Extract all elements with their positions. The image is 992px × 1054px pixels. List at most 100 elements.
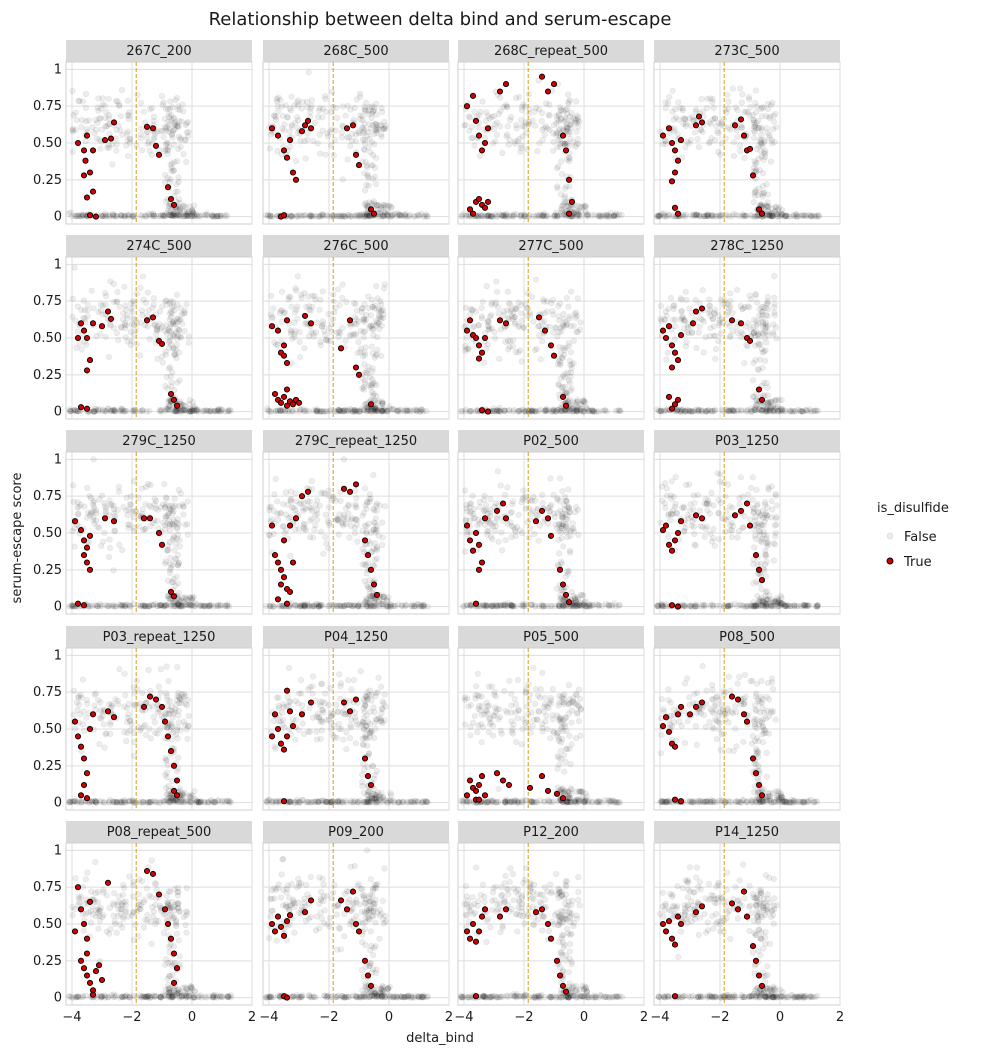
- true-point: [469, 547, 477, 554]
- false-point: [360, 386, 368, 393]
- false-point: [168, 116, 175, 123]
- false-point: [213, 213, 221, 220]
- false-point: [544, 125, 551, 132]
- false-point: [762, 357, 769, 365]
- true-point: [164, 184, 172, 191]
- false-point: [741, 360, 748, 367]
- false-point: [119, 546, 126, 554]
- false-point: [373, 124, 380, 131]
- facet-panel: 268C_repeat_500: [457, 40, 645, 225]
- false-point: [109, 210, 117, 218]
- false-point: [362, 158, 369, 166]
- false-point: [189, 211, 196, 218]
- false-point: [113, 126, 120, 133]
- false-point: [536, 140, 543, 147]
- true-point: [89, 147, 97, 154]
- true-point: [484, 125, 492, 132]
- false-point: [711, 306, 719, 314]
- false-point: [223, 212, 230, 219]
- false-point: [375, 126, 382, 133]
- false-point: [386, 405, 393, 413]
- true-point: [280, 147, 288, 154]
- false-point: [699, 108, 707, 115]
- false-point: [482, 501, 490, 508]
- false-point: [476, 152, 484, 160]
- true-point: [158, 340, 166, 347]
- false-point: [202, 212, 209, 219]
- false-point: [270, 603, 277, 610]
- false-point: [716, 478, 724, 485]
- false-point: [352, 138, 360, 145]
- true-point: [77, 320, 85, 327]
- true-point: [475, 355, 483, 362]
- false-point: [150, 113, 158, 120]
- false-point: [728, 533, 736, 541]
- false-point: [771, 294, 778, 301]
- false-point: [605, 601, 612, 609]
- false-point: [171, 120, 178, 128]
- true-point: [559, 581, 567, 588]
- false-point: [310, 330, 317, 337]
- false-point: [380, 126, 387, 133]
- true-point: [758, 396, 766, 403]
- false-point: [714, 148, 722, 155]
- false-point: [188, 207, 195, 214]
- false-point: [725, 408, 732, 415]
- true-point: [728, 317, 736, 324]
- true-point: [170, 396, 178, 403]
- false-point: [372, 120, 379, 127]
- false-point: [124, 511, 131, 519]
- false-point: [341, 602, 348, 609]
- true-point: [301, 312, 309, 319]
- true-point: [370, 581, 378, 588]
- false-point: [168, 304, 176, 311]
- true-point: [478, 407, 486, 414]
- false-point: [772, 396, 779, 404]
- false-point: [659, 497, 666, 504]
- false-point: [355, 602, 362, 609]
- false-point: [173, 211, 180, 218]
- false-point: [139, 147, 146, 154]
- false-point: [162, 146, 169, 153]
- true-point: [496, 317, 504, 324]
- false-point: [715, 510, 722, 517]
- false-point: [359, 113, 366, 120]
- false-point: [292, 285, 299, 292]
- false-point: [162, 179, 169, 186]
- true-point: [149, 125, 157, 132]
- false-point: [746, 292, 753, 299]
- true-point: [671, 349, 679, 356]
- false-point: [84, 302, 91, 309]
- false-point: [170, 330, 178, 338]
- false-point: [185, 333, 192, 340]
- false-point: [695, 329, 702, 336]
- true-point: [86, 212, 94, 219]
- false-point: [215, 212, 222, 219]
- false-point: [467, 501, 474, 508]
- false-point: [165, 327, 172, 334]
- false-point: [271, 112, 278, 119]
- true-point: [71, 518, 79, 525]
- false-point: [188, 601, 195, 609]
- false-point: [106, 536, 113, 543]
- false-point: [307, 108, 314, 116]
- false-point: [373, 283, 380, 290]
- true-point: [101, 515, 109, 522]
- false-point: [366, 103, 374, 111]
- false-point: [371, 540, 379, 547]
- false-point: [745, 93, 753, 101]
- false-point: [193, 212, 200, 219]
- false-point: [750, 329, 758, 336]
- false-point: [160, 99, 167, 106]
- false-point: [517, 148, 524, 155]
- false-point: [278, 318, 285, 326]
- false-point: [113, 97, 120, 104]
- false-point: [554, 333, 561, 340]
- false-point: [372, 126, 379, 133]
- false-point: [78, 346, 85, 353]
- false-point: [78, 213, 85, 220]
- false-point: [210, 213, 217, 220]
- false-point: [764, 298, 771, 305]
- false-point: [741, 513, 748, 520]
- false-point: [360, 213, 367, 220]
